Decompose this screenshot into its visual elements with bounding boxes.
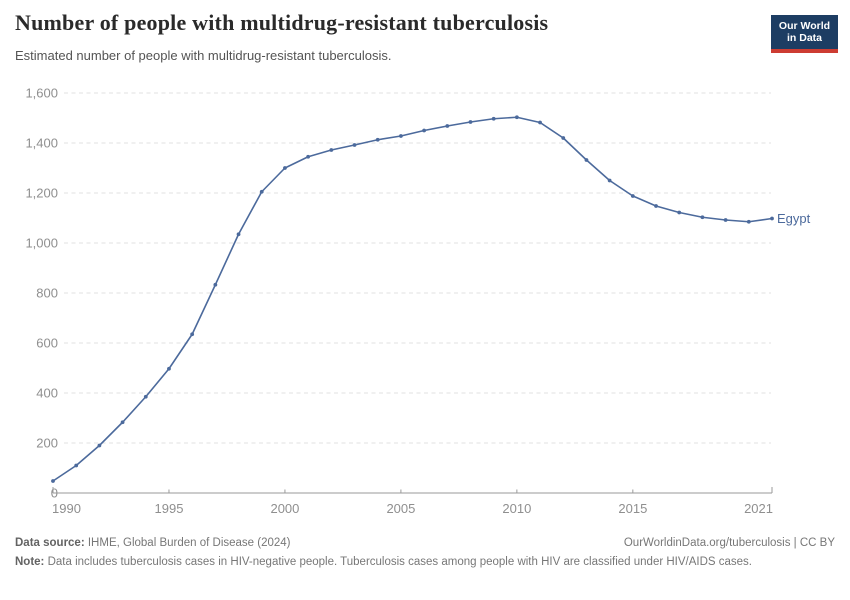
- data-source-label: Data source:: [15, 537, 85, 549]
- data-point: [236, 232, 241, 237]
- x-tick-label: 2021: [744, 501, 773, 516]
- y-tick-label: 1,400: [25, 136, 58, 151]
- data-point: [74, 463, 79, 468]
- data-point: [514, 115, 519, 120]
- x-tick-label: 2010: [502, 501, 531, 516]
- data-point: [399, 134, 403, 138]
- chart-footer: Data source: IHME, Global Burden of Dise…: [15, 536, 835, 570]
- data-point: [630, 194, 635, 198]
- data-point: [607, 178, 612, 183]
- data-point: [143, 394, 148, 399]
- data-point: [375, 137, 380, 142]
- page-title: Number of people with multidrug-resistan…: [15, 10, 549, 35]
- data-point: [283, 166, 287, 170]
- data-point: [723, 218, 728, 222]
- series-line-egypt: [52, 116, 773, 482]
- data-point: [167, 366, 171, 371]
- owid-logo: Our World in Data: [771, 15, 838, 53]
- data-point: [51, 479, 55, 483]
- data-point: [584, 158, 589, 162]
- data-point: [746, 219, 751, 224]
- y-tick-label: 200: [36, 436, 58, 451]
- data-point: [306, 154, 311, 159]
- data-point: [329, 148, 334, 152]
- note-label: Note:: [15, 556, 45, 568]
- data-point: [259, 189, 264, 194]
- chart-subtitle: Estimated number of people with multidru…: [15, 48, 392, 63]
- owid-logo-line2: in Data: [786, 32, 822, 44]
- y-tick-label: 400: [36, 386, 58, 401]
- data-point: [468, 120, 473, 124]
- data-point: [190, 332, 195, 337]
- data-point: [352, 143, 357, 147]
- x-tick-label: 2000: [270, 501, 299, 516]
- y-tick-label: 600: [36, 336, 58, 351]
- data-point: [770, 216, 774, 221]
- y-tick-label: 1,600: [25, 86, 58, 101]
- data-point: [538, 120, 542, 125]
- data-source-value: IHME, Global Burden of Disease (2024): [84, 537, 291, 549]
- data-point: [677, 210, 682, 215]
- y-tick-label: 1,000: [25, 236, 58, 251]
- data-point: [422, 128, 426, 133]
- x-tick-label: 1995: [155, 501, 184, 516]
- data-point: [654, 204, 658, 208]
- y-tick-label: 800: [36, 286, 58, 301]
- data-point: [120, 420, 125, 425]
- note-value: Data includes tuberculosis cases in HIV-…: [44, 556, 753, 568]
- x-tick-label: 2005: [386, 501, 415, 516]
- data-point: [561, 136, 566, 140]
- data-point: [700, 215, 705, 220]
- credit-link[interactable]: OurWorldinData.org/tuberculosis | CC BY: [623, 537, 835, 549]
- data-point: [491, 116, 496, 121]
- x-tick-label: 2015: [618, 501, 647, 516]
- data-source: Data source: IHME, Global Burden of Dise…: [15, 536, 291, 551]
- owid-logo-line1: Our World: [778, 20, 831, 32]
- data-point: [97, 443, 102, 448]
- data-point: [213, 282, 218, 287]
- y-tick-label: 1,200: [25, 186, 58, 201]
- x-tick-label: 1990: [52, 501, 81, 516]
- chart-note: Note: Data includes tuberculosis cases i…: [15, 555, 767, 570]
- data-point: [445, 124, 450, 128]
- series-end-label: Egypt: [777, 211, 811, 226]
